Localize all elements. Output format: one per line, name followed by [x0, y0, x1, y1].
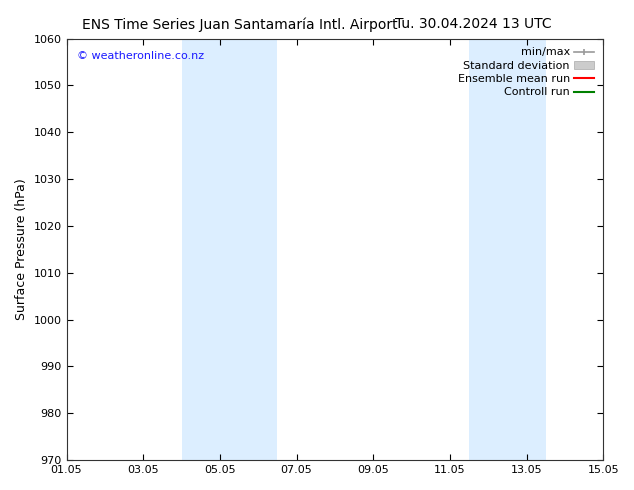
Text: © weatheronline.co.nz: © weatheronline.co.nz	[77, 51, 204, 61]
Bar	[181, 39, 277, 460]
Bar	[469, 39, 546, 460]
Legend: min/max, Standard deviation, Ensemble mean run, Controll run: min/max, Standard deviation, Ensemble me…	[455, 44, 598, 101]
Text: ENS Time Series Juan Santamaría Intl. Airport: ENS Time Series Juan Santamaría Intl. Ai…	[82, 17, 398, 32]
Y-axis label: Surface Pressure (hPa): Surface Pressure (hPa)	[15, 178, 28, 320]
Text: Tu. 30.04.2024 13 UTC: Tu. 30.04.2024 13 UTC	[395, 17, 552, 31]
